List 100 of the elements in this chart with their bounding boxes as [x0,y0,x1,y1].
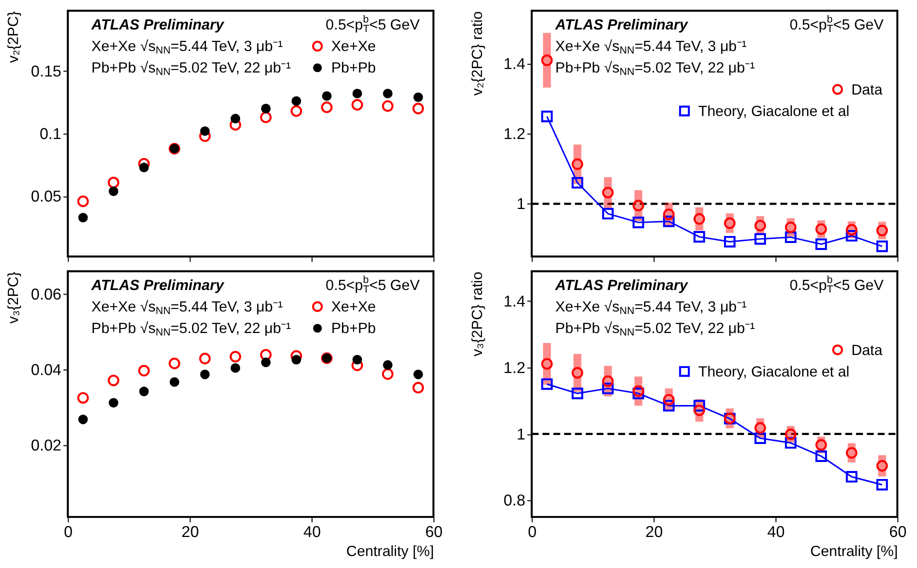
point [77,392,89,404]
point [815,450,827,462]
x-tick-label: 0 [528,524,537,542]
point [632,216,644,228]
y-tick-label: 0.8 [503,492,526,510]
point [784,437,796,449]
point [876,478,888,491]
point [261,358,271,368]
point [876,240,888,252]
point [78,414,88,424]
point [784,222,796,234]
point [292,96,302,106]
point [200,370,210,380]
y-axis-title: v₃{2PC} ratio [470,272,486,356]
point [663,208,675,220]
point [602,208,614,220]
point [572,367,584,379]
point [815,223,827,235]
point [260,349,272,361]
point [784,428,796,440]
point [352,354,362,364]
y-tick-label: 0.05 [30,188,62,206]
point [602,186,614,198]
legend-label: Theory, Giacalone et al [698,364,850,380]
point [230,114,240,124]
annotation: ATLAS Preliminary [554,17,688,34]
y-tick-label: 1 [516,196,526,214]
point [541,358,553,370]
legend-label: Pb+Pb [331,60,376,77]
point [78,212,88,222]
point [382,368,394,380]
annotation: ATLAS Preliminary [90,17,225,34]
point [815,439,827,451]
annotation: ATLAS Preliminary [90,278,225,294]
point [108,374,120,386]
point [846,224,858,236]
point [139,162,149,172]
point [230,119,242,131]
point [754,233,766,245]
x-tick-label: 20 [645,524,664,542]
y-tick-label: 1.4 [503,294,526,311]
point [694,404,706,416]
legend-label: Data [851,342,884,359]
point [846,230,858,242]
point [413,370,423,380]
point [199,352,211,364]
point [602,375,614,387]
point [602,382,614,394]
point [139,386,149,396]
point [754,220,766,232]
point [632,385,644,397]
y-axis-title: v₃{2PC} [6,272,22,324]
point [261,104,271,114]
point [572,176,584,189]
point [663,394,675,406]
point [694,400,706,412]
point [230,350,242,362]
x-tick-label: 60 [425,524,443,542]
x-tick-label: 0 [64,524,73,542]
point [290,105,302,117]
point [663,400,675,412]
x-axis-title: Centrality [%] [346,544,434,560]
legend-label: Data [851,82,884,98]
point [412,102,424,114]
x-axis-title: Centrality [%] [810,544,898,560]
legend-label: Xe+Xe [331,39,376,56]
legend-label: Theory, Giacalone et al [698,104,850,120]
point [382,100,394,112]
y-tick-label: 1.2 [503,126,526,144]
point [413,92,423,102]
point [168,358,180,370]
point [108,398,118,408]
point [754,432,766,444]
point [784,231,796,243]
point [382,88,393,98]
y-tick-label: 0.1 [40,126,62,144]
point [724,217,736,229]
point [846,447,858,459]
point [572,388,584,400]
point [108,186,118,196]
point [77,196,89,208]
y-tick-label: 0.06 [30,286,62,304]
y-tick-label: 0.02 [30,438,62,455]
x-tick-label: 60 [889,524,907,542]
x-tick-label: 40 [767,524,785,542]
point [200,126,210,136]
point [694,213,706,225]
point [108,176,120,188]
y-tick-label: 1.2 [503,360,526,377]
y-tick-label: 0.15 [30,63,62,80]
point [876,460,888,472]
point [230,363,240,373]
point [632,200,644,212]
y-tick-label: 0.04 [30,362,62,379]
point [572,158,584,170]
point [694,231,706,243]
point [754,422,766,434]
point [170,377,180,387]
x-tick-label: 40 [303,524,322,542]
x-tick-label: 20 [181,524,200,542]
